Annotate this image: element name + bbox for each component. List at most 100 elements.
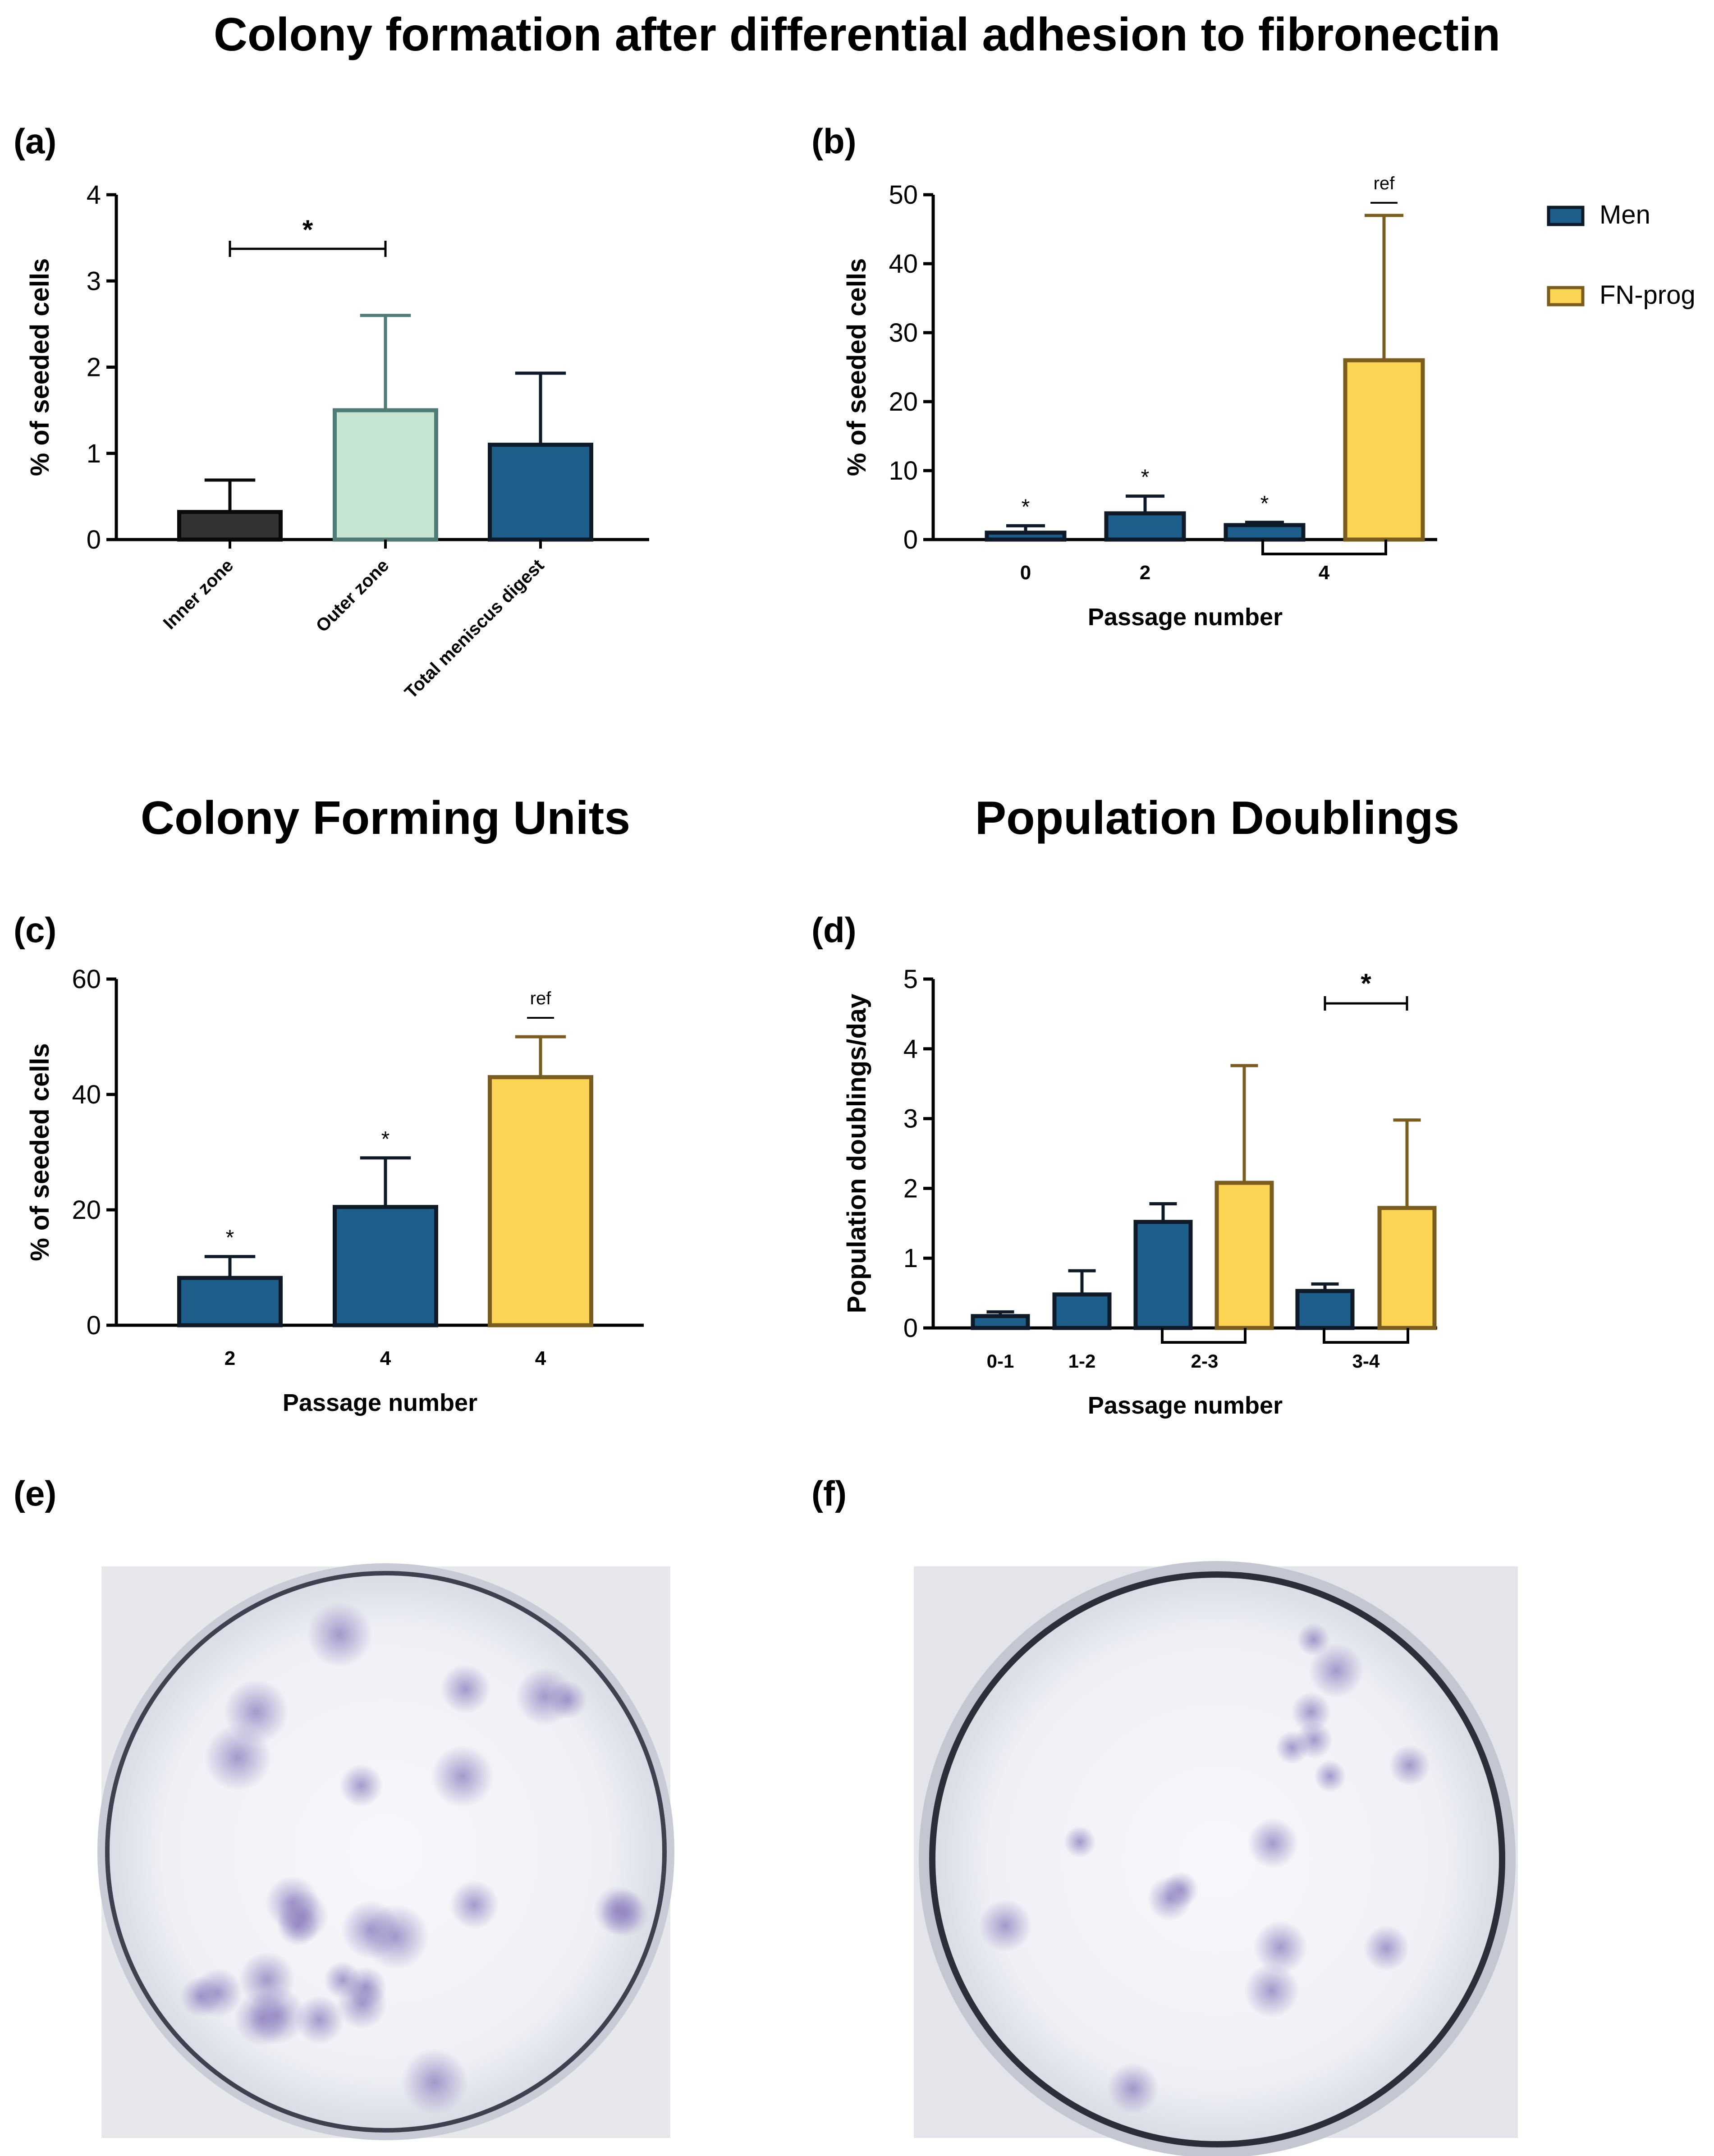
chart-a-y-tick-label: 2 [87,353,101,382]
chart-b-x-tick-label: 2 [1140,562,1150,584]
chart-a-y-label: % of seeded cells [25,258,55,476]
colony [593,1886,643,1935]
chart-c-x-tick-label: 2 [225,1347,235,1369]
chart-b-y-tick-label: 10 [889,456,918,485]
chart-c-x-label: Passage number [283,1389,477,1416]
legend-label-fnprog: FN-prog [1599,280,1696,310]
colony [1063,1826,1096,1858]
main-title: Colony formation after differential adhe… [214,9,1500,61]
panel-label-a: (a) [14,121,56,161]
chart-d-bar [1133,1220,1193,1330]
chart-b-y-tick-label: 40 [889,249,918,279]
legend-swatch-fnprog [1547,286,1585,307]
chart-d-sig-label: * [1361,968,1371,998]
colony [344,1966,387,2008]
colony [247,1987,306,2045]
chart-d-y-tick-label: 2 [903,1174,918,1203]
chart-b-star: * [1260,492,1269,516]
chart-b-ref-label: ref [1374,174,1395,193]
chart-b-bar [1343,358,1425,542]
chart-c-bar [177,1276,283,1327]
colony [1291,1692,1331,1732]
chart-b-y-label: % of seeded cells [842,258,871,476]
chart-d-bar [1295,1289,1355,1330]
chart-a-y-tick-label: 0 [87,525,101,554]
chart-b-y-tick-label: 50 [889,180,918,210]
colony [516,1667,574,1726]
chart-d-bar [1052,1292,1112,1330]
colony [193,1968,243,2018]
legend: Men FN-prog [1547,200,1696,310]
chart-a-x-tick-label: Total meniscus digest [401,555,548,702]
section-title-pd: Population Doublings [975,792,1460,844]
chart-c-y-tick-label: 60 [72,965,101,994]
colony [1314,1760,1347,1793]
colony [440,1664,490,1714]
photo-f [914,1561,1518,2156]
chart-b-y-tick-label: 20 [889,387,918,417]
photo-e [97,1563,674,2140]
chart-a-y-tick-label: 3 [87,266,101,296]
colony [1309,1643,1364,1698]
chart-b-group-bracket [1261,540,1387,555]
photo-f-dish [929,1571,1505,2147]
colony [1389,1744,1430,1786]
chart-c-star: * [381,1127,390,1151]
panel-label-b: (b) [811,121,857,161]
colony [1253,1920,1307,1974]
chart-a-y-tick-label: 1 [87,439,101,468]
chart-d-group-bracket [1161,1328,1247,1344]
chart-b-y-tick-label: 0 [903,525,918,554]
chart-b-y-tick-label: 30 [889,318,918,348]
panel-label-e: (e) [14,1474,56,1513]
chart-d-bar [1214,1181,1274,1330]
chart-b-x-tick-label: 0 [1020,562,1031,584]
photo-e-colonies [180,1602,649,2115]
colony [1107,2062,1159,2115]
chart-c-x-tick-label: 4 [535,1347,546,1369]
chart-d-y-tick-label: 1 [903,1244,918,1273]
colony [1147,1876,1192,1921]
chart-b-bar [1104,511,1186,542]
chart-c-y-tick-label: 20 [72,1195,101,1225]
photo-f-dish-rim [919,1561,1516,2156]
colony [1247,1817,1298,1869]
chart-c-y-label: % of seeded cells [25,1043,55,1261]
chart-a-x-tick-label: Outer zone [312,555,393,636]
chart-d-y-tick-label: 0 [903,1314,918,1343]
chart-d-bar [1377,1206,1437,1330]
chart-c-y-tick-label: 0 [87,1311,101,1340]
chart-c: 0 20 40 60 % of seeded cells Passage number 2 *… [25,965,644,1416]
chart-b-x-tick-label: 4 [1319,562,1330,584]
colony [449,1880,499,1930]
chart-d: 0 1 2 3 4 5 Population doublings/day Passage nu… [842,965,1437,1419]
chart-d-bar [971,1314,1030,1330]
chart-d-y-label: Population doublings/day [842,994,871,1314]
chart-c-x-tick-label: 4 [380,1347,391,1369]
chart-d-x-tick-label: 2-3 [1191,1350,1219,1372]
chart-d-x-tick-label: 1-2 [1068,1350,1096,1372]
chart-d-x-tick-label: 0-1 [987,1350,1014,1372]
section-title-cfu: Colony Forming Units [141,792,630,844]
colony [307,1602,373,1667]
chart-d-group-bracket [1323,1328,1409,1344]
chart-c-bar [488,1075,593,1327]
colony [295,1995,344,2045]
chart-b-star: * [1141,466,1150,490]
colony [1297,1623,1330,1656]
colony [431,1745,494,1808]
legend-label-men: Men [1599,200,1650,229]
chart-b-bar [985,531,1067,542]
chart-a-y-tick-label: 4 [87,180,101,210]
chart-d-x-tick-label: 3-4 [1352,1350,1380,1372]
colony [339,1763,383,1808]
colony [979,1899,1032,1952]
colony [341,1900,401,1960]
chart-a-bar [177,510,283,542]
colony [1363,1925,1410,1971]
chart-d-y-tick-label: 5 [903,965,918,994]
chart-d-x-label: Passage number [1088,1392,1283,1419]
chart-a-bar [488,443,593,542]
chart-d-y-tick-label: 3 [903,1104,918,1134]
